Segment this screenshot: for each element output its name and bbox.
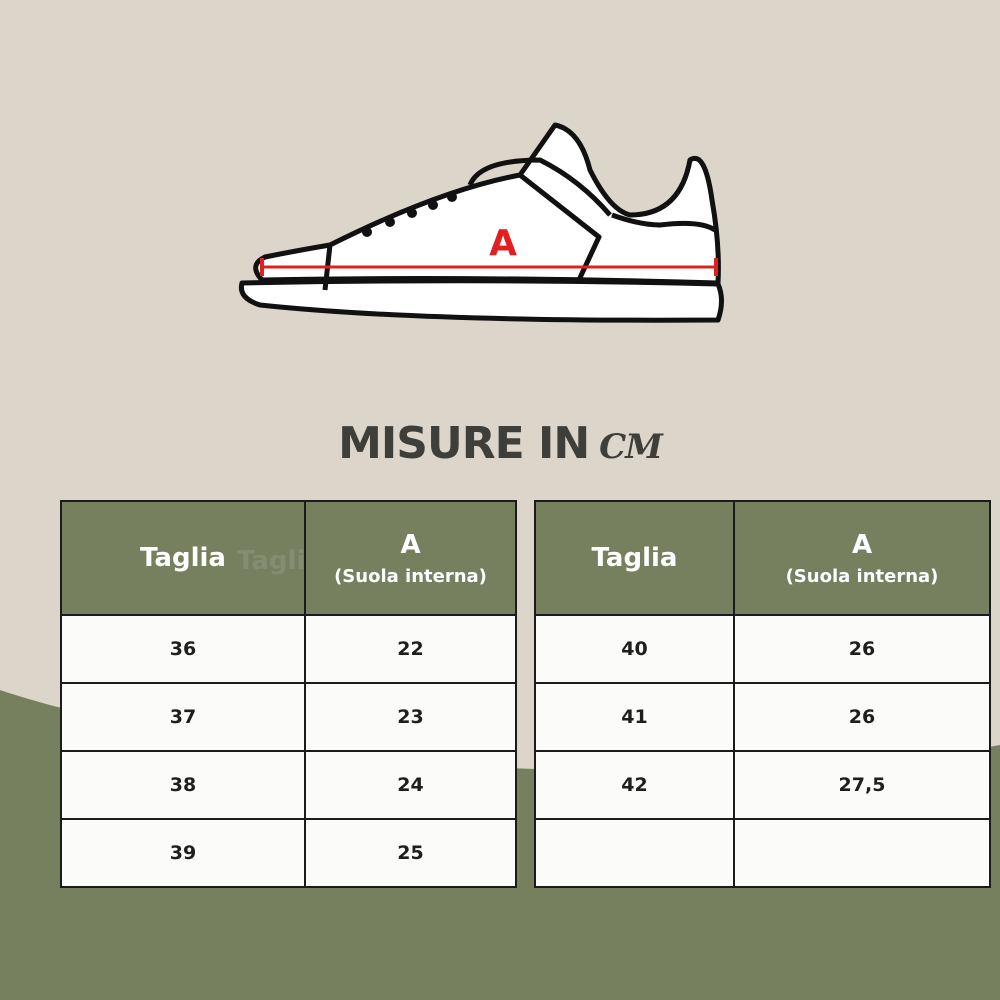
header-size: Taglia (534, 500, 735, 616)
table-row: 37 23 (60, 682, 517, 752)
page-title: MISURE IN CM (0, 418, 1000, 469)
header-measure: A (Suola interna) (304, 500, 517, 616)
title-text: MISURE IN (338, 418, 590, 469)
table-row: 36 22 (60, 614, 517, 684)
lace-holes (362, 192, 457, 237)
measure-label: A (489, 223, 517, 264)
header-size: Taglia Taglia (60, 500, 323, 616)
table-row: 40 26 (534, 614, 991, 684)
title-unit: CM (599, 427, 663, 467)
size-table-left: Taglia Taglia A (Suola interna) 36 22 37 23 … (60, 500, 517, 888)
table-row (534, 818, 991, 888)
header-measure: A (Suola interna) (733, 500, 991, 616)
table-row: 42 27,5 (534, 750, 991, 820)
table-row: 41 26 (534, 682, 991, 752)
sneaker-diagram: A (238, 122, 724, 323)
table-row: 39 25 (60, 818, 517, 888)
size-table-right: Taglia A (Suola interna) 40 26 41 26 42 27,5 (534, 500, 991, 888)
table-row: 38 24 (60, 750, 517, 820)
